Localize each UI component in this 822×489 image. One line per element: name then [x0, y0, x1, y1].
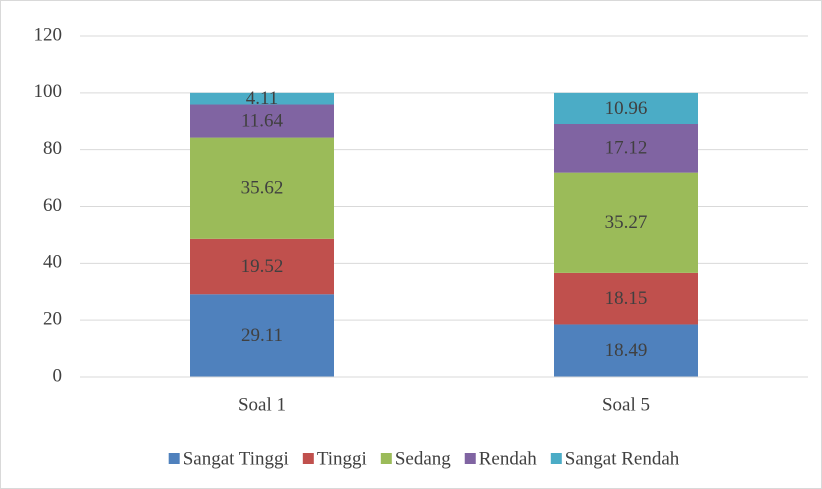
data-label: 17.12: [605, 138, 648, 159]
legend-label: Sangat Rendah: [565, 448, 680, 469]
legend-swatch: [168, 453, 180, 464]
bar-segment: [554, 272, 698, 325]
y-tick-label: 120: [34, 24, 63, 45]
legend-swatch: [464, 453, 476, 464]
bar-segment: [190, 104, 334, 138]
y-tick-label: 100: [34, 81, 63, 102]
y-tick-label: 20: [43, 309, 62, 330]
legend-swatch: [550, 453, 562, 464]
y-tick-label: 60: [43, 195, 62, 216]
bar-segment: [554, 324, 698, 377]
data-label: 18.49: [605, 340, 648, 361]
data-label: 18.15: [605, 288, 648, 309]
x-tick-label: Soal 5: [602, 394, 650, 415]
bar-segment: [554, 124, 698, 173]
y-tick-label: 0: [53, 365, 63, 386]
data-label: 11.64: [241, 110, 284, 131]
legend-label: Rendah: [479, 448, 538, 469]
bar-segment: [554, 172, 698, 273]
data-label: 35.62: [241, 178, 284, 199]
legend-swatch: [380, 453, 392, 464]
bar-segment: [554, 92, 698, 125]
bar-segment: [190, 137, 334, 239]
data-label: 29.11: [241, 325, 283, 346]
data-label: 35.27: [605, 212, 648, 233]
legend-label: Tinggi: [317, 448, 367, 469]
legend-label: Sangat Tinggi: [183, 448, 289, 469]
bar-segment: [190, 294, 334, 377]
bar-segment: [190, 238, 334, 295]
data-label: 10.96: [605, 98, 648, 119]
x-tick-label: Soal 1: [238, 394, 286, 415]
legend-swatch: [302, 453, 314, 464]
y-tick-label: 80: [43, 138, 62, 159]
legend-label: Sedang: [395, 448, 451, 469]
y-tick-label: 40: [43, 252, 62, 273]
bar-segment: [190, 92, 334, 105]
data-label: 19.52: [241, 256, 284, 277]
data-label: 4.11: [246, 88, 279, 109]
